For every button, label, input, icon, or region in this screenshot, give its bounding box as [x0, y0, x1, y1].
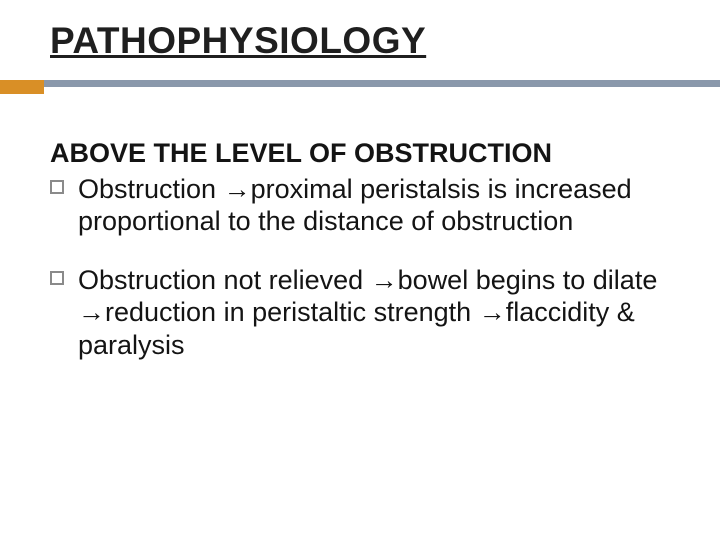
bullet-text: Obstruction not relieved →bowel begins t…	[78, 264, 665, 361]
rule-main	[44, 80, 720, 87]
slide: PATHOPHYSIOLOGY ABOVE THE LEVEL OF OBSTR…	[0, 0, 720, 540]
bullet-marker-icon	[50, 180, 64, 194]
arrow-icon: →	[371, 265, 398, 295]
bullet-item: Obstruction not relieved →bowel begins t…	[50, 264, 665, 361]
bullet-item: Obstruction →proximal peristalsis is inc…	[50, 173, 665, 238]
title-rule	[0, 80, 720, 98]
bullet-text: Obstruction →proximal peristalsis is inc…	[78, 173, 665, 238]
slide-title: PATHOPHYSIOLOGY	[0, 20, 720, 62]
subheading: ABOVE THE LEVEL OF OBSTRUCTION	[50, 138, 665, 169]
rule-accent	[0, 80, 44, 94]
arrow-icon: →	[78, 297, 105, 327]
arrow-icon: →	[224, 174, 251, 204]
bullet-marker-icon	[50, 271, 64, 285]
arrow-icon: →	[479, 297, 506, 327]
body-region: ABOVE THE LEVEL OF OBSTRUCTION Obstructi…	[0, 98, 720, 361]
